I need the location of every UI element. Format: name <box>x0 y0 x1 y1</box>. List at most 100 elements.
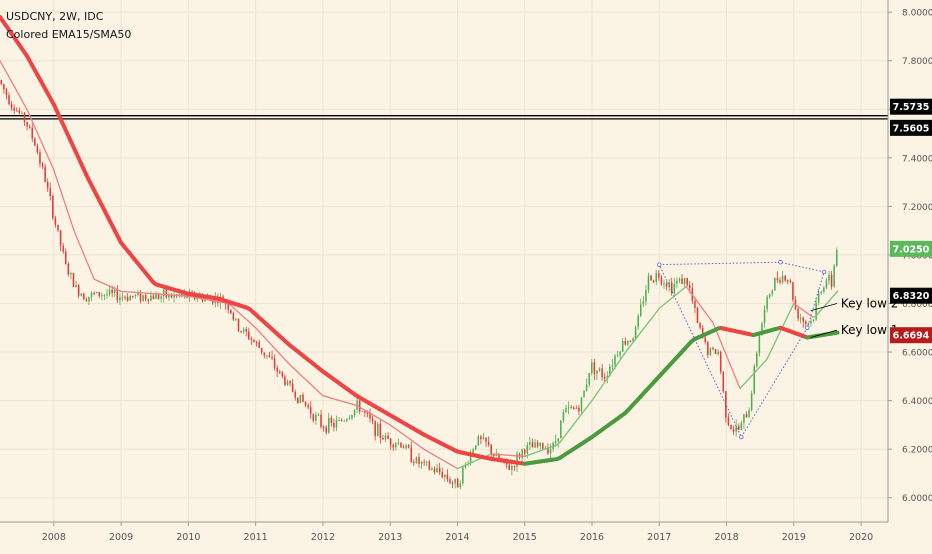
price-tick-label: 7.4000 <box>902 154 932 164</box>
candle-body <box>524 449 526 453</box>
candle-body <box>276 368 278 372</box>
candle-body <box>248 331 250 339</box>
candle-body <box>109 290 111 295</box>
candle-body <box>612 365 614 366</box>
candle-body <box>351 415 353 418</box>
price-label-text: 7.5605 <box>893 123 930 134</box>
candle-body <box>163 290 165 297</box>
candle-body <box>447 475 449 479</box>
candle-body <box>37 146 39 153</box>
candle-body <box>490 445 492 455</box>
symbol-title[interactable]: USDCNY, 2W, IDC <box>6 8 131 26</box>
indicator-title[interactable]: Colored EMA15/SMA50 <box>6 26 131 44</box>
candle-body <box>127 297 129 301</box>
candle-body <box>810 321 812 323</box>
candle-body <box>527 445 529 454</box>
candle-body <box>614 356 616 366</box>
candle-body <box>478 436 480 445</box>
candle-body <box>279 372 281 373</box>
candle-body <box>310 407 312 414</box>
candle-body <box>619 352 621 356</box>
candle-body <box>483 438 485 440</box>
candle-body <box>625 341 627 345</box>
candle-body <box>452 483 454 484</box>
candle-body <box>88 297 90 302</box>
candle-body <box>818 292 820 302</box>
candle-body <box>697 308 699 323</box>
ema15-line-segment <box>576 418 579 421</box>
price-tick-label: 6.6000 <box>902 349 932 359</box>
candle-body <box>630 341 632 342</box>
candle-body <box>34 139 36 146</box>
candle-body <box>591 362 593 373</box>
candle-body <box>333 423 335 427</box>
ema15-line-segment <box>62 194 65 202</box>
candle-body <box>604 377 606 379</box>
candle-body <box>377 424 379 436</box>
candle-body <box>828 275 830 281</box>
horizontal-lines[interactable] <box>0 116 888 119</box>
candle-body <box>576 408 578 409</box>
candle-body <box>777 278 779 280</box>
candle-body <box>485 438 487 442</box>
candle-body <box>292 384 294 392</box>
candle-body <box>583 391 585 398</box>
candle-body <box>581 397 583 411</box>
candle-body <box>643 302 645 305</box>
ema15-line-segment <box>75 234 78 240</box>
candle-body <box>24 113 26 122</box>
candle-body <box>565 408 567 412</box>
ema15-line-segment <box>837 291 838 292</box>
candle-body <box>836 250 838 266</box>
candle-body <box>413 462 415 463</box>
candle-body <box>730 425 732 429</box>
ema15-line-segment <box>73 227 76 234</box>
time-tick-label: 2018 <box>714 532 738 543</box>
price-axis[interactable]: 6.00006.20006.40006.60006.80007.00007.20… <box>888 0 932 522</box>
candle-body <box>158 294 160 298</box>
candle-body <box>529 442 531 445</box>
candle-body <box>119 298 121 301</box>
ema15-line-segment <box>638 333 641 336</box>
candle-body <box>627 341 629 345</box>
ema15-line-segment <box>43 146 46 152</box>
candle-body <box>320 415 322 427</box>
ema15-line-segment <box>89 266 92 272</box>
candle-body <box>704 337 706 342</box>
time-tick-label: 2009 <box>109 532 133 543</box>
ema15-line-segment <box>708 316 711 320</box>
candle-body <box>617 355 619 356</box>
candle-body <box>3 84 5 89</box>
time-tick-label: 2017 <box>647 532 671 543</box>
candle-body <box>65 252 67 264</box>
candle-body <box>725 391 727 417</box>
candle-body <box>150 296 152 301</box>
candle-body <box>68 264 70 275</box>
candle-body <box>240 331 242 332</box>
candle-body <box>560 420 562 438</box>
candle-body <box>787 280 789 281</box>
candle-body <box>235 319 237 320</box>
time-tick-label: 2016 <box>580 532 604 543</box>
ema15-line-segment <box>718 336 721 343</box>
candle-body <box>287 381 289 385</box>
candle-body <box>142 295 144 301</box>
candle-body <box>343 421 345 422</box>
candle-body <box>411 448 413 463</box>
ema15-line-segment <box>654 312 657 315</box>
price-tick-label: 6.0000 <box>902 494 932 504</box>
candle-body <box>55 218 57 224</box>
candle-body <box>733 429 735 432</box>
ema15-line-segment <box>19 95 22 100</box>
candle-body <box>586 385 588 391</box>
candle-body <box>741 423 743 430</box>
candle-body <box>658 273 660 278</box>
ema15-line-segment <box>686 286 689 290</box>
candle-body <box>253 340 255 342</box>
ema15-line-segment <box>11 80 14 85</box>
candle-body <box>655 273 657 282</box>
candle-body <box>666 283 668 286</box>
